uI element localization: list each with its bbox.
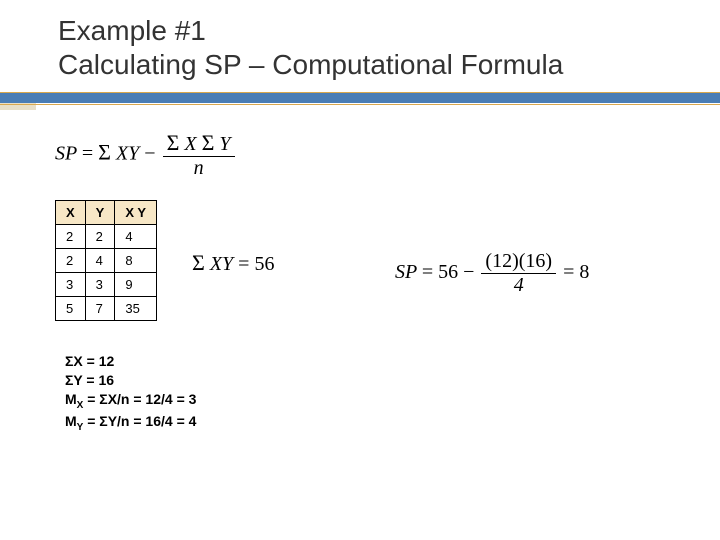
num-b: 16 [525, 250, 545, 272]
slide-title: Example #1 Calculating SP – Computationa… [0, 0, 720, 81]
table-row: 2 2 4 [56, 225, 157, 249]
table-row: 2 4 8 [56, 249, 157, 273]
my-pre: M [65, 413, 77, 429]
sp-result-val: 8 [579, 261, 589, 283]
formula-eq: = [82, 143, 93, 165]
formula-fraction: Σ X Σ Y n [163, 130, 235, 180]
sum-xy-val: 56 [254, 253, 274, 275]
num-y: Y [219, 133, 230, 155]
cell: 8 [115, 249, 157, 273]
sp-fraction: (12)(16) 4 [481, 250, 556, 297]
col-header-x: X [56, 201, 86, 225]
cell: 2 [56, 249, 86, 273]
col-header-y: Y [85, 201, 115, 225]
sum-xy-var: XY [210, 253, 233, 275]
rule-thin-bottom [0, 104, 720, 105]
mx-rest: = ΣX/n = 12/4 = 3 [83, 391, 196, 407]
num-a: 12 [492, 250, 512, 272]
cell: 35 [115, 297, 157, 321]
sum-xy-equation: Σ XY = 56 [192, 250, 274, 276]
sigma-icon: Σ [192, 250, 205, 275]
table-header-row: X Y X Y [56, 201, 157, 225]
fraction-denominator: n [163, 157, 235, 180]
paren: )( [512, 250, 525, 272]
title-rule [0, 92, 720, 105]
mx-pre: M [65, 391, 77, 407]
title-line-1: Example #1 [58, 14, 720, 48]
sp-eq2: = [563, 261, 574, 283]
sp-calculation: SP = 56 − (12)(16) 4 = 8 [395, 250, 589, 297]
formula-xy: XY [116, 143, 139, 165]
cell: 9 [115, 273, 157, 297]
col-header-xy: X Y [115, 201, 157, 225]
num-x: X [184, 133, 196, 155]
summary-line-mx: MX = ΣX/n = 12/4 = 3 [65, 390, 196, 412]
sigma-icon: Σ [167, 130, 180, 155]
sigma-icon: Σ [202, 130, 215, 155]
summary-block: ΣX = 12 ΣY = 16 MX = ΣX/n = 12/4 = 3 MY … [65, 352, 196, 434]
sp-frac-den: 4 [481, 274, 556, 297]
cell: 7 [85, 297, 115, 321]
fraction-numerator: Σ X Σ Y [163, 130, 235, 157]
sigma-icon: Σ [98, 140, 111, 165]
my-rest: = ΣY/n = 16/4 = 4 [83, 413, 196, 429]
cell: 2 [85, 225, 115, 249]
formula-lhs: SP [55, 143, 77, 165]
cell: 2 [56, 225, 86, 249]
data-table: X Y X Y 2 2 4 2 4 8 3 3 9 5 7 35 [55, 200, 157, 321]
sp-frac-num: (12)(16) [481, 250, 556, 274]
sum-xy-eq: = [238, 253, 249, 275]
sp-eq1: = [422, 261, 433, 283]
summary-line-sumx: ΣX = 12 [65, 352, 196, 371]
sp-t1: 56 [438, 261, 458, 283]
title-line-2: Calculating SP – Computational Formula [58, 48, 720, 82]
sp-formula: SP = Σ XY − Σ X Σ Y n [55, 130, 237, 180]
cell: 5 [56, 297, 86, 321]
sp-minus: − [463, 261, 474, 283]
cell: 4 [115, 225, 157, 249]
cell: 3 [56, 273, 86, 297]
rule-thick [0, 93, 720, 103]
sp-lhs: SP [395, 261, 417, 283]
formula-minus: − [144, 143, 155, 165]
paren: ) [545, 250, 552, 272]
summary-line-sumy: ΣY = 16 [65, 371, 196, 390]
cell: 3 [85, 273, 115, 297]
table-row: 5 7 35 [56, 297, 157, 321]
cell: 4 [85, 249, 115, 273]
summary-line-my: MY = ΣY/n = 16/4 = 4 [65, 412, 196, 434]
table-row: 3 3 9 [56, 273, 157, 297]
